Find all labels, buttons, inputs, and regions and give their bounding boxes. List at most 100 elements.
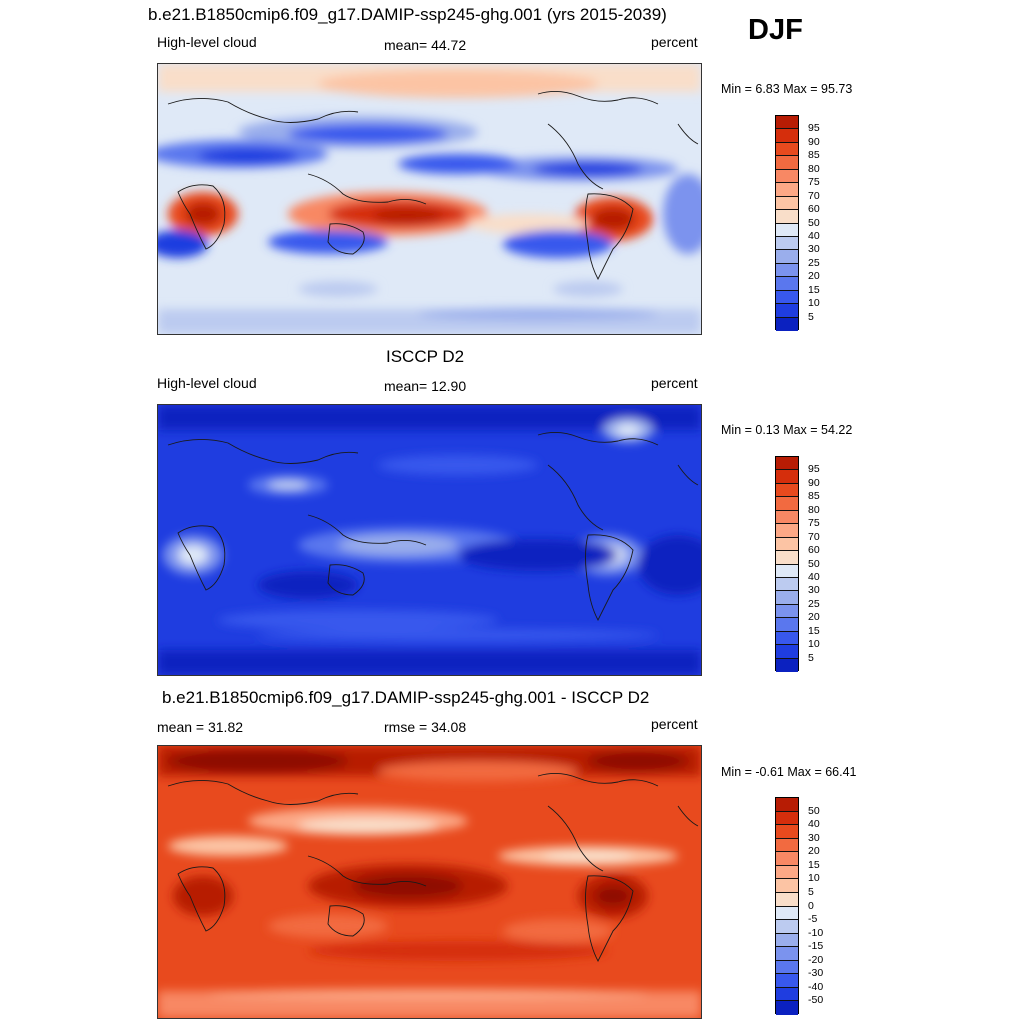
colorbar-swatch xyxy=(776,591,798,605)
colorbar-swatch xyxy=(776,838,798,853)
colorbar-tick-label: 5 xyxy=(808,651,814,664)
colorbar-tick-label: 90 xyxy=(808,135,820,148)
colorbar-tick-label: 70 xyxy=(808,530,820,543)
colorbar-tick-label: 85 xyxy=(808,490,820,503)
colorbar-swatch xyxy=(776,604,798,619)
colorbar-tick-label: 20 xyxy=(808,270,820,283)
colorbar-swatch xyxy=(776,497,798,511)
colorbar-tick-label: 70 xyxy=(808,189,820,202)
colorbar-tick-label: 25 xyxy=(808,597,820,610)
colorbar-tick-label: 20 xyxy=(808,845,820,858)
colorbar-swatch xyxy=(776,304,798,318)
colorbar-tick-label: 50 xyxy=(808,804,820,817)
panel-obs-mean: mean= 12.90 xyxy=(384,378,467,394)
colorbar-tick-label: 40 xyxy=(808,570,820,583)
panel-model-map xyxy=(157,63,702,335)
panel-obs-title: ISCCP D2 xyxy=(386,347,465,366)
panel-obs-map xyxy=(157,404,702,676)
colorbar-tick-label: -30 xyxy=(808,967,824,980)
obs-contour-map xyxy=(158,405,701,675)
colorbar-tick-label: 95 xyxy=(808,463,820,476)
colorbar-swatch xyxy=(776,1001,798,1015)
colorbar-tick-label: 95 xyxy=(808,122,820,135)
season-label: DJF xyxy=(748,14,803,46)
colorbar-tick-label: 60 xyxy=(808,544,820,557)
colorbar-swatch xyxy=(776,618,798,632)
colorbar-swatch xyxy=(776,129,798,143)
colorbar-swatch xyxy=(776,551,798,565)
colorbar-swatch xyxy=(776,524,798,538)
colorbar-tick-label: 30 xyxy=(808,831,820,844)
colorbar-swatch xyxy=(776,196,798,211)
colorbar-tick-label: 90 xyxy=(808,476,820,489)
panel-obs-units: percent xyxy=(651,375,698,391)
colorbar-swatch xyxy=(776,142,798,157)
colorbar-tick-label: 50 xyxy=(808,557,820,570)
colorbar-tick-label: 80 xyxy=(808,162,820,175)
colorbar-tick-label: -50 xyxy=(808,994,824,1007)
colorbar-swatch xyxy=(776,250,798,264)
colorbar-swatch xyxy=(776,645,798,659)
colorbar-swatch xyxy=(776,236,798,251)
colorbar-tick-label: 75 xyxy=(808,176,820,189)
colorbar-tick-label: 15 xyxy=(808,283,820,296)
colorbar-tick-label: -10 xyxy=(808,926,824,939)
panel-diff-colorbar xyxy=(775,797,799,1015)
colorbar-tick-label: 40 xyxy=(808,229,820,242)
colorbar-swatch xyxy=(776,947,798,961)
colorbar-tick-label: 85 xyxy=(808,149,820,162)
colorbar-swatch xyxy=(776,879,798,893)
colorbar-tick-label: 5 xyxy=(808,310,814,323)
colorbar-swatch xyxy=(776,825,798,839)
colorbar-swatch xyxy=(776,290,798,305)
colorbar-tick-label: 40 xyxy=(808,818,820,831)
colorbar-swatch xyxy=(776,811,798,826)
diff-contour-map xyxy=(158,746,701,1018)
colorbar-swatch xyxy=(776,906,798,921)
colorbar-swatch xyxy=(776,933,798,948)
colorbar-tick-label: 15 xyxy=(808,624,820,637)
colorbar-tick-label: -15 xyxy=(808,940,824,953)
panel-diff-units: percent xyxy=(651,716,698,732)
panel-diff-map xyxy=(157,745,702,1019)
panel-model-variable: High-level cloud xyxy=(157,34,257,50)
panel-diff-minmax: Min = -0.61 Max = 66.41 xyxy=(721,765,857,779)
panel-obs-colorbar xyxy=(775,456,799,672)
colorbar-swatch xyxy=(776,510,798,525)
colorbar-tick-label: 10 xyxy=(808,872,820,885)
colorbar-swatch xyxy=(776,183,798,197)
colorbar-swatch xyxy=(776,920,798,934)
colorbar-swatch xyxy=(776,658,798,672)
panel-model-minmax: Min = 6.83 Max = 95.73 xyxy=(721,82,853,96)
colorbar-tick-label: 10 xyxy=(808,638,820,651)
colorbar-tick-label: 30 xyxy=(808,584,820,597)
panel-diff-title: b.e21.B1850cmip6.f09_g17.DAMIP-ssp245-gh… xyxy=(162,688,650,707)
colorbar-swatch xyxy=(776,457,798,471)
colorbar-tick-label: 75 xyxy=(808,517,820,530)
colorbar-tick-label: 30 xyxy=(808,243,820,256)
colorbar-swatch xyxy=(776,564,798,578)
colorbar-swatch xyxy=(776,277,798,291)
colorbar-tick-label: 80 xyxy=(808,503,820,516)
colorbar-swatch xyxy=(776,537,798,552)
panel-model-mean: mean= 44.72 xyxy=(384,37,467,53)
model-contour-map xyxy=(158,64,701,334)
colorbar-tick-label: 15 xyxy=(808,858,820,871)
colorbar-swatch xyxy=(776,987,798,1002)
colorbar-swatch xyxy=(776,892,798,907)
colorbar-swatch xyxy=(776,116,798,130)
colorbar-swatch xyxy=(776,577,798,592)
colorbar-tick-label: 0 xyxy=(808,899,814,912)
panel-diff-rmse: rmse = 34.08 xyxy=(384,719,467,735)
colorbar-swatch xyxy=(776,798,798,812)
colorbar-tick-label: 60 xyxy=(808,203,820,216)
colorbar-swatch xyxy=(776,317,798,331)
colorbar-tick-label: -20 xyxy=(808,953,824,966)
colorbar-swatch xyxy=(776,960,798,975)
panel-obs-variable: High-level cloud xyxy=(157,375,257,391)
colorbar-swatch xyxy=(776,263,798,278)
colorbar-swatch xyxy=(776,470,798,484)
colorbar-swatch xyxy=(776,974,798,988)
colorbar-swatch xyxy=(776,631,798,646)
panel-model-units: percent xyxy=(651,34,698,50)
